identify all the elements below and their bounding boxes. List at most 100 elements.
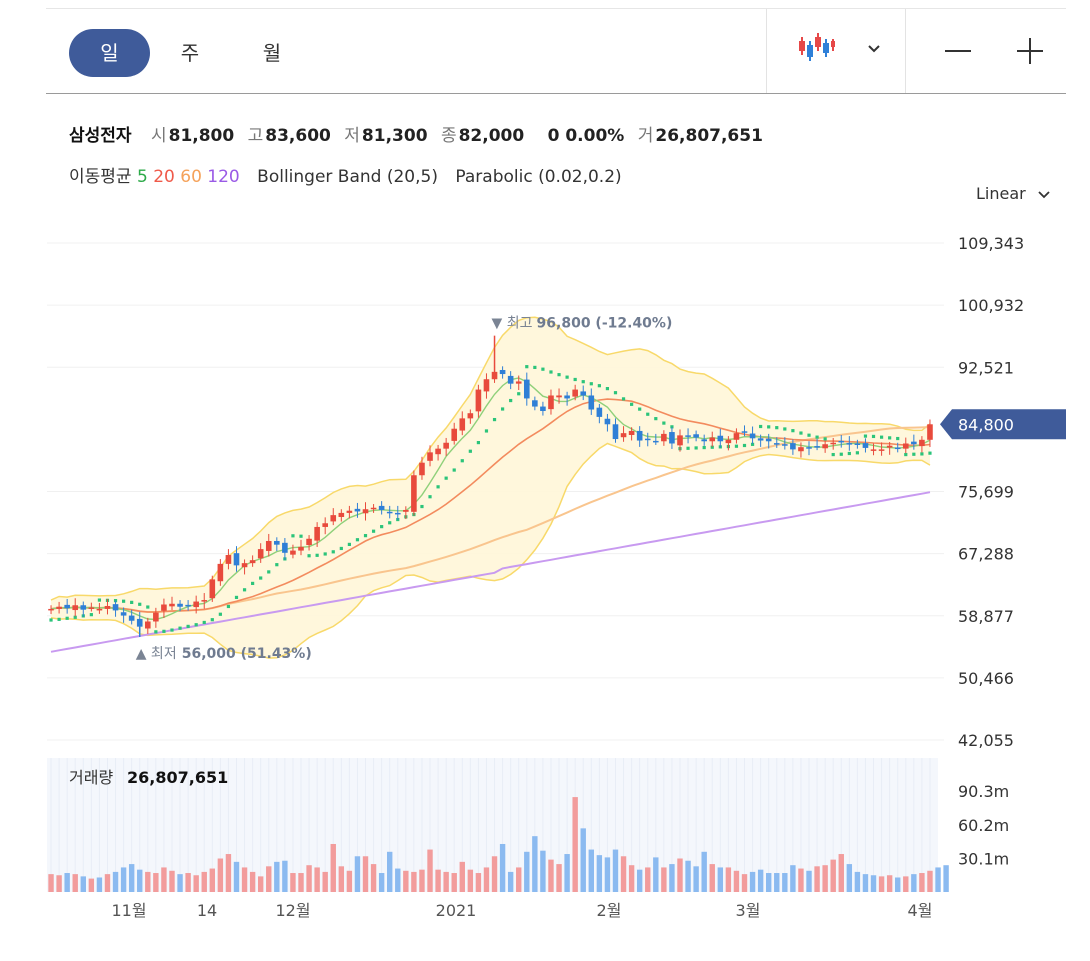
parabolic-dot [444,476,448,480]
candle-body [515,381,522,384]
volume-bar [137,869,143,892]
parabolic-dot [734,444,739,448]
volume-bar [387,851,393,892]
parabolic-dot [291,534,295,538]
minus-icon[interactable] [944,39,972,63]
tab-month[interactable]: 월 [262,41,282,65]
volume-bar [435,869,441,892]
parabolic-dot [581,380,585,384]
volume-panel-bg [47,758,938,892]
candle-body [620,433,627,438]
y-tick-label: 67,288 [958,545,1014,564]
volume-bar [822,865,828,892]
volume-bar [64,873,70,892]
parabolic-dot [541,367,545,371]
candle-body [330,515,337,522]
volume-bar [572,797,578,892]
parabolic-dot [896,436,900,441]
low-marker-value: 56,000 (51.43%) [182,646,312,662]
candle-body [362,509,369,514]
parabolic-dot [420,504,424,509]
bollinger-lower-line [50,442,931,659]
chevron-down-icon[interactable] [866,41,882,55]
ma-label: 이동평균 [69,167,132,187]
candle-body [814,446,820,448]
x-tick-label: 2월 [597,901,622,920]
candle-body [741,431,748,433]
parabolic-dot [839,452,843,456]
candle-body [217,563,224,582]
volume-bar [225,854,232,892]
volume-bar [128,864,135,892]
parabolic-dot [49,618,53,622]
candle-body [822,444,828,449]
ma-120-line [50,491,931,653]
x-tick-label: 2021 [436,901,477,920]
volume-tick-label: 60.2m [958,816,1009,835]
parabolic-dot [928,451,932,455]
parabolic-dot [670,425,674,429]
parabolic-dot [186,624,190,629]
volume-bar [725,867,732,892]
parabolic-dot [525,365,529,369]
parabolic-dot [355,538,360,542]
volume-bar [403,870,409,892]
ma-60-line [50,426,931,613]
parabolic-dot [783,427,787,431]
volume-bar [516,867,522,892]
volume-bar [935,867,941,892]
candle-body [209,579,216,599]
candle-body [523,379,530,399]
candle-body [669,432,675,444]
low-label: 저 [344,126,360,146]
candle-body [435,448,441,455]
bollinger-band-fill [51,317,930,659]
parabolic-dot [170,628,174,632]
candle-body [782,444,788,446]
volume-bar [709,864,715,892]
parabolic-dot [436,485,440,489]
parabolic-dot [251,581,255,586]
tab-week[interactable]: 주 [180,41,200,65]
volume-bar [346,870,353,892]
candle-body [636,430,643,441]
candle-body [733,433,740,440]
scale-selector[interactable]: Linear [976,184,1051,203]
candle-body [282,542,288,553]
parabolic-dot [912,452,916,456]
volume-bar [395,868,401,892]
tab-day[interactable]: 일 [69,29,150,77]
volume-bar [765,873,772,892]
volume-bar [693,866,699,892]
volume-bar [499,843,506,892]
volume-bar [878,876,885,892]
parabolic-dot [371,529,376,533]
volume-bar [419,869,425,892]
volume-bar [782,873,788,892]
volume-bar [330,843,336,892]
candle-body [894,447,901,450]
candlestick-icon[interactable] [796,31,836,67]
candle-body [378,505,385,510]
candle-body [104,605,111,609]
parabolic-dot [549,370,553,374]
volume-bar [72,874,78,892]
current-price-label: 84,800 [958,415,1014,434]
volume-bar [645,867,651,892]
plus-icon[interactable] [1016,37,1044,65]
low-value: 81,300 [361,126,428,146]
parabolic-dot [767,425,771,429]
volume-bar [628,865,635,892]
parabolic-dot [904,452,908,457]
volume-bar [370,864,377,892]
volume-bar [677,858,683,892]
high-value: 83,600 [265,126,331,146]
candle-body [862,443,869,448]
volume-bar [507,871,514,892]
candle-body [717,435,724,442]
volume-bar [749,871,756,892]
parabolic-dot [920,452,924,456]
volume-bar [338,866,345,892]
candle-body [701,439,707,442]
volume-bar [298,873,304,892]
